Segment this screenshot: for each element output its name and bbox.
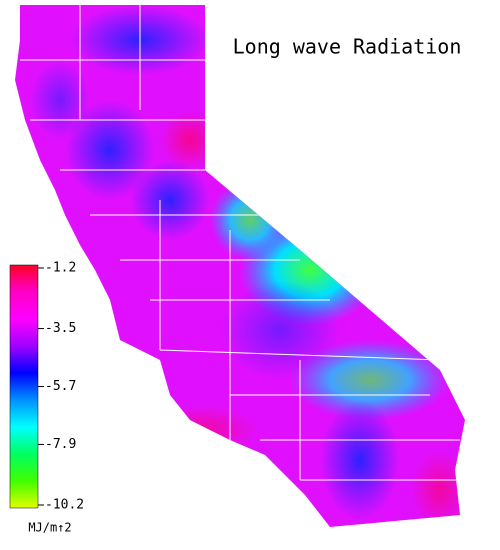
colorbar-unit: MJ/m↑2 — [28, 521, 71, 535]
colorbar-tick-label: -5.7 — [45, 379, 76, 394]
colorbar — [9, 264, 39, 509]
colorbar-tick-label: -7.9 — [45, 437, 76, 452]
colorbar-tick-label: -3.5 — [45, 321, 76, 336]
colorbar-tick-label: -10.2 — [45, 498, 84, 513]
map-title: Long wave Radiation — [233, 35, 462, 59]
colorbar-tick-label: -1.2 — [45, 261, 76, 276]
